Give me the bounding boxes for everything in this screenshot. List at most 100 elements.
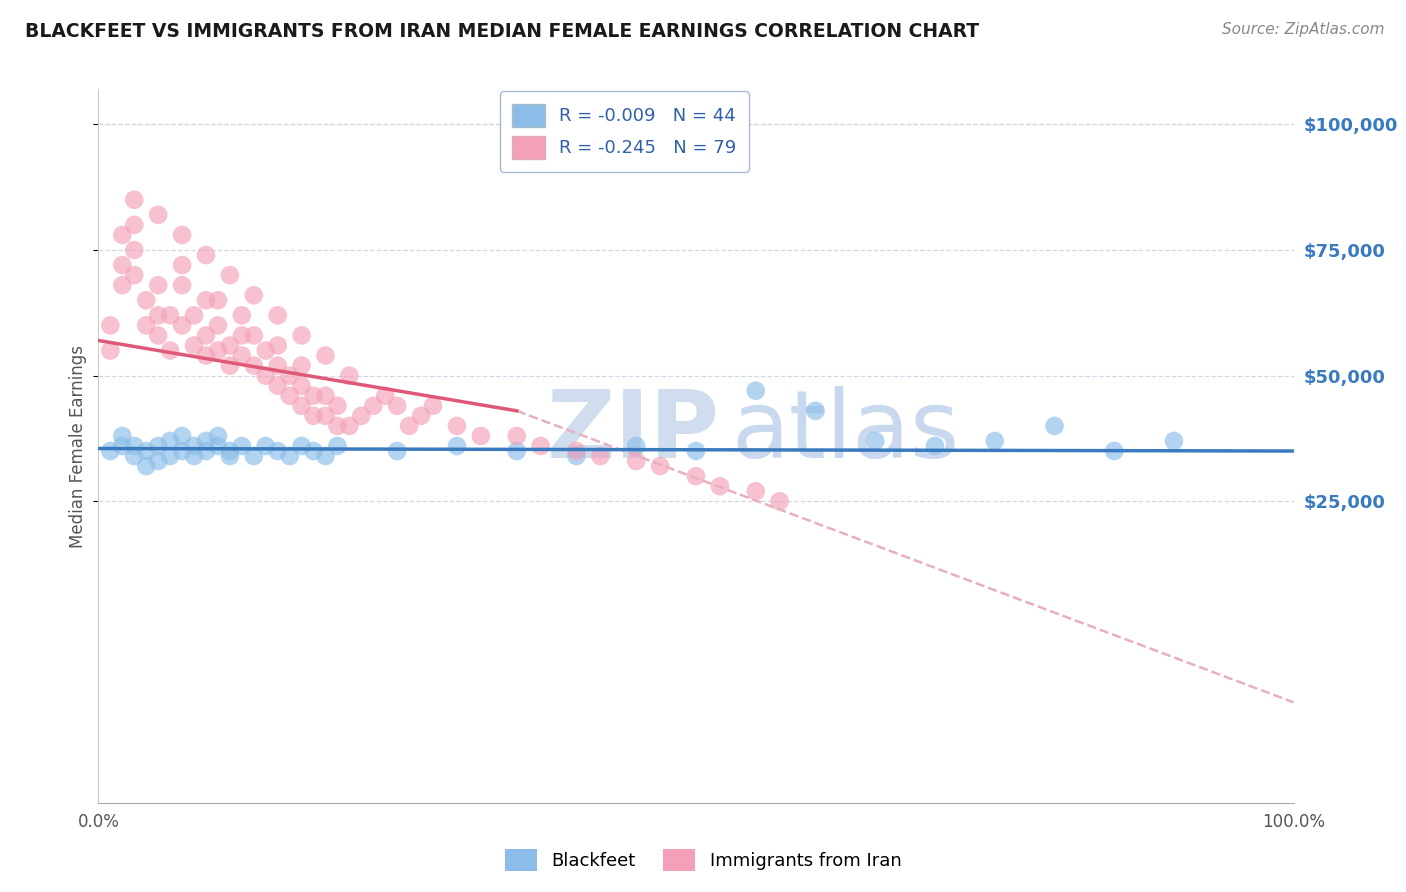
Point [385, 399, 409, 413]
Point [267, 444, 290, 458]
Point [243, 328, 266, 343]
Point [565, 449, 588, 463]
Point [302, 389, 325, 403]
Point [183, 338, 205, 352]
Point [172, 258, 194, 272]
Point [1163, 434, 1185, 448]
Point [709, 479, 731, 493]
Point [98, 343, 122, 358]
Point [385, 444, 409, 458]
Point [398, 418, 420, 433]
Point [422, 399, 444, 413]
Point [470, 429, 492, 443]
Point [1104, 444, 1126, 458]
Point [98, 318, 122, 333]
Point [148, 328, 170, 343]
Text: BLACKFEET VS IMMIGRANTS FROM IRAN MEDIAN FEMALE EARNINGS CORRELATION CHART: BLACKFEET VS IMMIGRANTS FROM IRAN MEDIAN… [25, 22, 980, 41]
Point [315, 449, 337, 463]
Point [339, 418, 361, 433]
Point [183, 309, 205, 323]
Legend: R = -0.009   N = 44, R = -0.245   N = 79: R = -0.009 N = 44, R = -0.245 N = 79 [499, 91, 749, 172]
Point [350, 409, 373, 423]
Y-axis label: Median Female Earnings: Median Female Earnings [69, 344, 87, 548]
Point [135, 459, 157, 474]
Point [804, 404, 827, 418]
Point [315, 389, 337, 403]
Point [148, 439, 170, 453]
Point [446, 418, 468, 433]
Point [411, 409, 433, 423]
Point [302, 444, 325, 458]
Point [278, 389, 301, 403]
Point [243, 449, 266, 463]
Point [745, 484, 768, 499]
Point [326, 418, 349, 433]
Point [243, 359, 266, 373]
Point [148, 454, 170, 468]
Point [207, 318, 229, 333]
Point [183, 449, 205, 463]
Point [231, 309, 253, 323]
Point [195, 434, 218, 448]
Point [650, 459, 672, 474]
Point [302, 409, 325, 423]
Point [769, 494, 792, 508]
Point [124, 218, 146, 232]
Point [530, 439, 553, 453]
Point [1043, 418, 1066, 433]
Point [267, 359, 290, 373]
Point [254, 439, 277, 453]
Point [111, 429, 134, 443]
Point [267, 338, 290, 352]
Point [172, 318, 194, 333]
Point [172, 444, 194, 458]
Point [924, 439, 946, 453]
Point [124, 439, 146, 453]
Point [506, 444, 529, 458]
Point [148, 309, 170, 323]
Text: atlas: atlas [733, 385, 960, 478]
Point [565, 444, 588, 458]
Point [148, 208, 170, 222]
Point [745, 384, 768, 398]
Point [219, 449, 242, 463]
Point [135, 318, 157, 333]
Point [98, 444, 122, 458]
Point [254, 343, 277, 358]
Point [219, 444, 242, 458]
Point [159, 449, 181, 463]
Point [984, 434, 1007, 448]
Point [111, 227, 134, 242]
Point [291, 439, 314, 453]
Point [124, 243, 146, 257]
Point [111, 258, 134, 272]
Point [315, 349, 337, 363]
Point [315, 409, 337, 423]
Point [135, 293, 157, 308]
Point [219, 359, 242, 373]
Point [589, 449, 612, 463]
Point [254, 368, 277, 383]
Point [291, 378, 314, 392]
Point [267, 378, 290, 392]
Point [278, 368, 301, 383]
Point [278, 449, 301, 463]
Point [291, 399, 314, 413]
Point [374, 389, 396, 403]
Point [219, 338, 242, 352]
Point [506, 429, 529, 443]
Point [291, 328, 314, 343]
Point [685, 469, 707, 483]
Point [172, 278, 194, 293]
Text: ZIP: ZIP [547, 385, 720, 478]
Point [135, 444, 157, 458]
Point [195, 328, 218, 343]
Point [219, 268, 242, 282]
Point [267, 309, 290, 323]
Point [195, 444, 218, 458]
Point [363, 399, 385, 413]
Point [195, 349, 218, 363]
Point [124, 449, 146, 463]
Point [172, 429, 194, 443]
Point [124, 193, 146, 207]
